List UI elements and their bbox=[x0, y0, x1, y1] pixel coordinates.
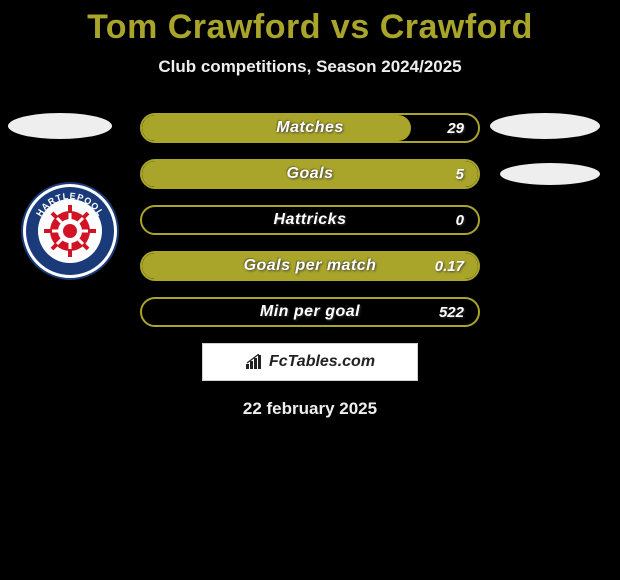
stat-label: Goals per match bbox=[142, 253, 478, 279]
stats-area: HARTLEPOOL UNITED FC bbox=[0, 113, 620, 327]
stat-row: Matches29 bbox=[140, 113, 480, 143]
stat-value: 29 bbox=[447, 115, 464, 141]
brand-box[interactable]: FcTables.com bbox=[202, 343, 418, 381]
date-label: 22 february 2025 bbox=[0, 399, 620, 419]
player-photo-right-2 bbox=[500, 163, 600, 185]
club-badge-hartlepool: HARTLEPOOL UNITED FC bbox=[20, 181, 120, 281]
brand-text: FcTables.com bbox=[269, 353, 375, 371]
stat-label: Matches bbox=[142, 115, 478, 141]
stat-row: Goals per match0.17 bbox=[140, 251, 480, 281]
stat-row: Min per goal522 bbox=[140, 297, 480, 327]
stat-label: Goals bbox=[142, 161, 478, 187]
stat-value: 0.17 bbox=[435, 253, 464, 279]
player-photo-right-1 bbox=[490, 113, 600, 139]
player-photo-left bbox=[8, 113, 112, 139]
stat-label: Hattricks bbox=[142, 207, 478, 233]
stat-value: 522 bbox=[439, 299, 464, 325]
page-title: Tom Crawford vs Crawford bbox=[0, 0, 620, 47]
stat-row: Goals5 bbox=[140, 159, 480, 189]
stat-label: Min per goal bbox=[142, 299, 478, 325]
subtitle: Club competitions, Season 2024/2025 bbox=[0, 57, 620, 77]
stat-value: 5 bbox=[456, 161, 464, 187]
bar-chart-icon bbox=[245, 354, 265, 370]
stat-value: 0 bbox=[456, 207, 464, 233]
stat-row: Hattricks0 bbox=[140, 205, 480, 235]
